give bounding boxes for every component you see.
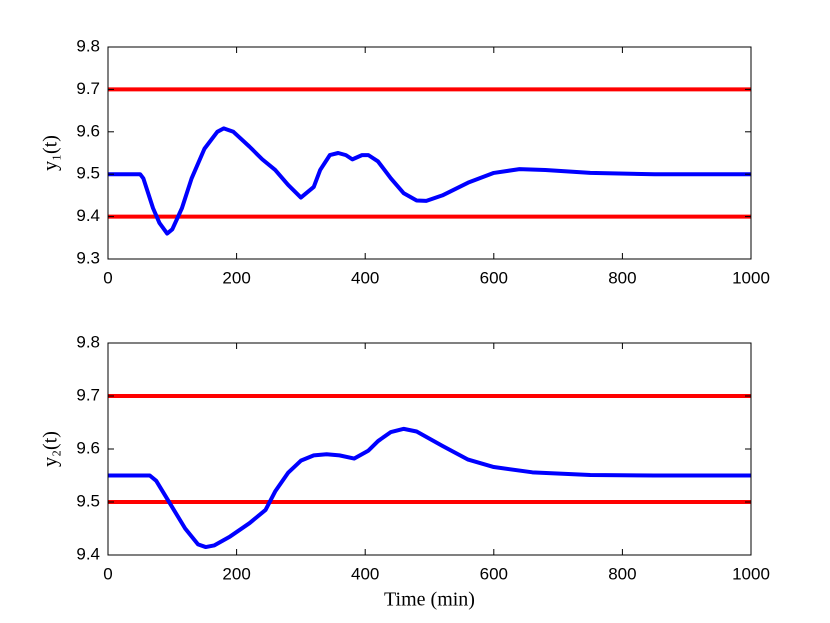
y-axis-label: y₂(t) [40,431,62,467]
y-tick-label: 9.4 [76,206,100,225]
y-tick-label: 9.7 [76,79,100,98]
y-tick-label: 9.5 [76,491,100,510]
axes-frame [107,46,752,260]
y-tick-label: 9.5 [76,164,100,183]
x-tick-label: 400 [351,268,379,287]
x-axis-label: Time (min) [384,589,475,611]
x-tick-label: 0 [103,564,112,583]
x-tick-label: 200 [222,268,250,287]
y-axis-label: y₁(t) [40,135,62,171]
data-line [108,426,751,550]
y-tick-label: 9.8 [76,36,100,55]
x-tick-label: 600 [480,268,508,287]
x-tick-label: 600 [480,564,508,583]
y-tick-label: 9.6 [76,121,100,140]
x-tick-label: 800 [608,268,636,287]
y-tick-label: 9.3 [76,248,100,267]
data-line [108,126,751,236]
plot-area [108,343,751,555]
plot-area [108,47,751,259]
x-tick-label: 0 [103,268,112,287]
x-tick-label: 400 [351,564,379,583]
y-tick-label: 9.7 [76,385,100,404]
y-tick-label: 9.8 [76,332,100,351]
x-tick-label: 1000 [732,564,770,583]
y-tick-label: 9.4 [76,544,100,563]
x-tick-label: 800 [608,564,636,583]
x-tick-label: 200 [222,564,250,583]
x-tick-label: 1000 [732,268,770,287]
y-tick-label: 9.6 [76,438,100,457]
